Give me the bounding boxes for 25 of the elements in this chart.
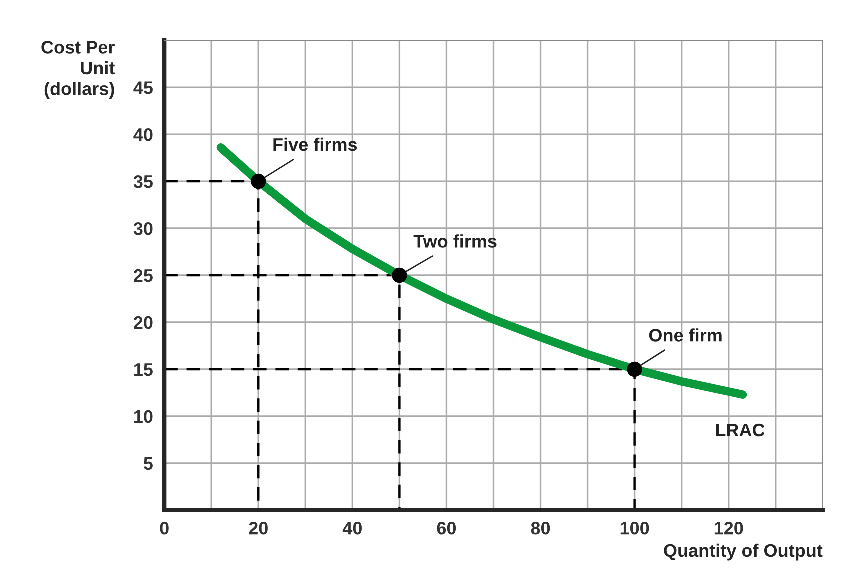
annotation: One firm — [649, 328, 722, 342]
x-tick-label: 0 — [160, 522, 169, 535]
annotation: Two firms — [414, 234, 497, 248]
y-tick-label: 15 — [134, 364, 153, 376]
point — [251, 174, 266, 190]
x-tick-label: 100 — [620, 522, 650, 535]
x-axis-title: Quantity of Output — [664, 544, 823, 561]
y-tick-label: 45 — [134, 82, 153, 94]
x-tick-label: 20 — [249, 522, 268, 535]
y-tick-label: 25 — [134, 269, 153, 282]
x-tick-label: 120 — [714, 522, 744, 535]
x-tick-label: 40 — [342, 522, 362, 535]
annotation: Five firms — [274, 138, 358, 152]
y-tick-label: 35 — [134, 175, 153, 188]
y-tick-label: 40 — [134, 128, 153, 142]
y-tick-label: 10 — [134, 410, 153, 424]
y-tick-label: 5 — [144, 458, 153, 470]
point — [627, 362, 642, 378]
y-tick-label: 30 — [134, 222, 153, 236]
y-axis-title: Cost Per Unit (dollars) — [42, 41, 115, 99]
x-tick-label: 80 — [531, 522, 550, 535]
point — [392, 268, 408, 284]
x-tick-label: 60 — [437, 522, 456, 535]
annotation: LRAC — [716, 424, 765, 437]
y-tick-label: 20 — [134, 316, 153, 330]
